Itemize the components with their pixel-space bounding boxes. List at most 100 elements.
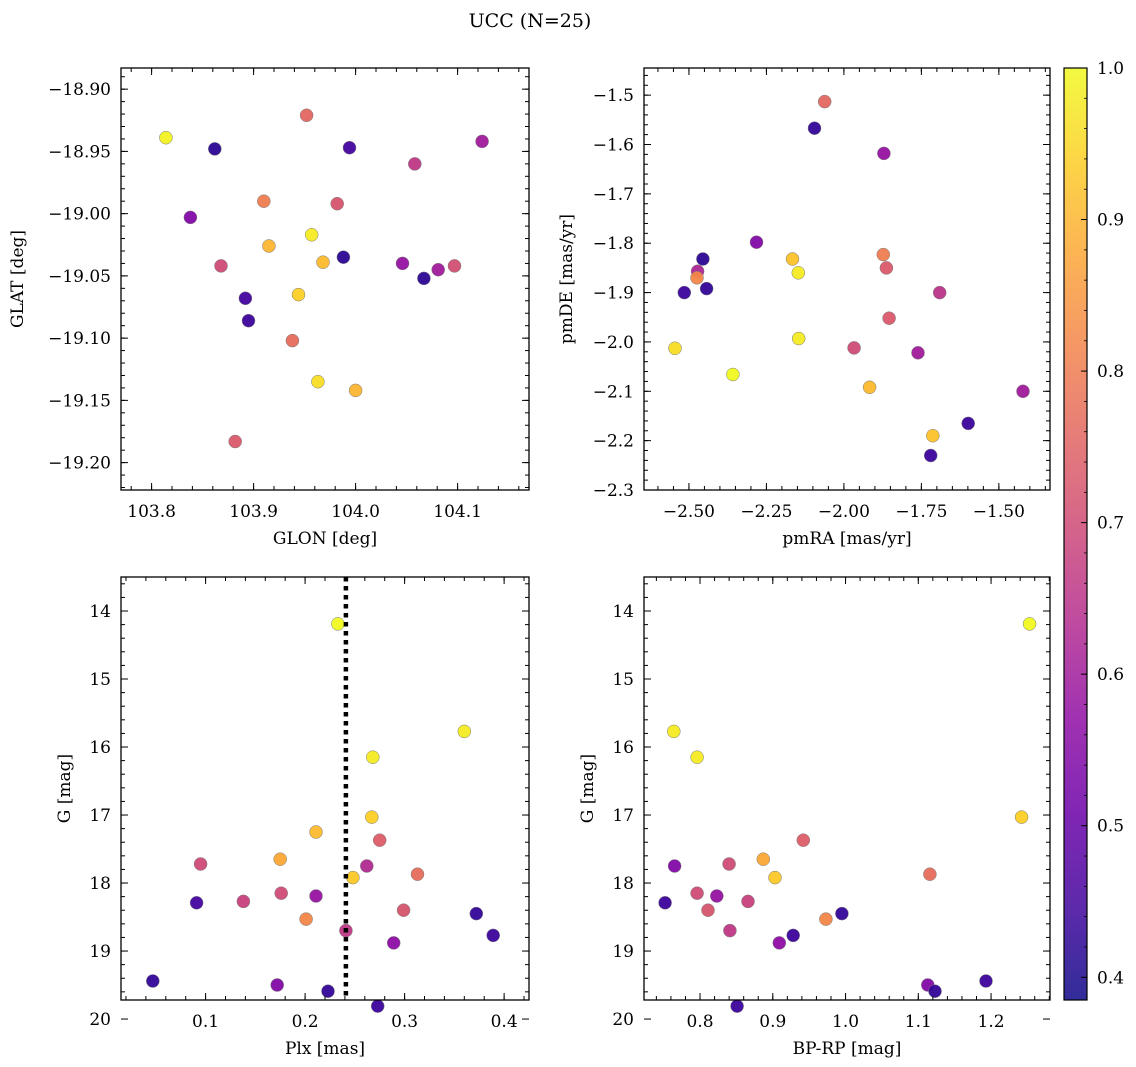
y-tick-label: 19 xyxy=(89,942,111,962)
y-tick-label: −18.90 xyxy=(48,80,111,100)
y-tick-label: 17 xyxy=(89,806,111,826)
data-point xyxy=(791,266,806,280)
x-tick-label: 0.9 xyxy=(759,1012,786,1032)
plot-frame xyxy=(120,67,530,491)
x-tick-label: 0.3 xyxy=(391,1012,418,1032)
data-point xyxy=(1022,617,1037,631)
data-point xyxy=(189,896,204,910)
y-tick-label: −19.20 xyxy=(48,454,111,474)
panels: 103.8 103.9 104.0 104.1 −18.90 −18.95 −19.00 −1… xyxy=(8,67,1051,1059)
y-tick-label: 14 xyxy=(612,602,634,622)
data-point xyxy=(316,255,330,269)
data-point xyxy=(348,383,363,398)
data-point xyxy=(475,134,489,149)
y-tick-label: −1.8 xyxy=(593,234,634,254)
colorbar-tick-label: 0.5 xyxy=(1097,817,1124,837)
data-point xyxy=(796,833,811,847)
tick-marks xyxy=(121,577,529,1020)
data-point xyxy=(768,870,782,885)
data-point xyxy=(979,974,993,988)
y-tick-label: 16 xyxy=(612,738,634,758)
panel-1: 103.8 103.9 104.0 104.1 −18.90 −18.95 −19.00 −1… xyxy=(8,67,530,549)
x-tick-label: −2.25 xyxy=(740,502,792,522)
data-point xyxy=(772,936,787,950)
data-point xyxy=(146,974,160,988)
data-point xyxy=(457,724,472,739)
colorbar-gradient xyxy=(1064,68,1087,1000)
x-tick-label: 0.2 xyxy=(292,1012,319,1032)
data-point xyxy=(193,857,208,871)
data-point xyxy=(299,912,313,926)
data-point xyxy=(722,857,736,871)
data-point xyxy=(214,259,228,273)
x-tick-label: 0.8 xyxy=(687,1012,714,1032)
data-point xyxy=(749,235,764,249)
data-point xyxy=(668,341,682,356)
points-layer xyxy=(146,617,500,1013)
y-tick-label: −19.05 xyxy=(48,267,111,287)
points-layer xyxy=(668,94,1030,463)
tick-marks xyxy=(121,68,529,490)
y-tick-label: −2.1 xyxy=(593,382,634,402)
y-tick-label: 20 xyxy=(612,1010,634,1030)
data-point xyxy=(1014,810,1029,824)
y-tick-label: −1.6 xyxy=(593,136,634,156)
x-axis-label: Plx [mas] xyxy=(285,1039,365,1059)
y-axis-label: GLAT [deg] xyxy=(8,230,28,328)
data-point xyxy=(876,247,891,262)
data-point xyxy=(366,750,380,764)
y-tick-label: 15 xyxy=(89,670,111,690)
data-point xyxy=(309,889,323,903)
y-tick-label: −1.9 xyxy=(593,284,634,304)
data-point xyxy=(786,928,800,943)
x-tick-label: 0.4 xyxy=(491,1012,518,1032)
data-point xyxy=(690,271,704,285)
data-point xyxy=(862,380,877,395)
data-point xyxy=(701,903,715,917)
data-point xyxy=(730,999,744,1013)
x-tick-label: −2.00 xyxy=(818,502,870,522)
data-point xyxy=(342,140,357,155)
colorbar-tick-label: 0.9 xyxy=(1097,211,1124,231)
data-point xyxy=(923,448,938,463)
x-tick-label: 104.0 xyxy=(331,502,380,522)
data-point xyxy=(791,331,806,346)
colorbar-tick-label: 0.8 xyxy=(1097,362,1124,382)
data-point xyxy=(395,256,410,271)
data-point xyxy=(257,194,271,208)
x-tick-label: −2.50 xyxy=(663,502,715,522)
x-tick-label: 1.0 xyxy=(832,1012,859,1032)
data-point xyxy=(262,239,276,253)
data-point xyxy=(835,906,849,921)
data-point xyxy=(330,196,344,211)
y-tick-label: −2.2 xyxy=(593,432,634,452)
x-axis-label: pmRA [mas/yr] xyxy=(782,529,911,549)
x-tick-label: −1.75 xyxy=(895,502,947,522)
data-point xyxy=(667,859,682,873)
data-point xyxy=(879,261,894,275)
x-tick-label: 103.8 xyxy=(127,502,176,522)
y-tick-label: −1.5 xyxy=(593,86,634,106)
panel-2: −2.50 −2.25 −2.00 −1.75 −1.50 −1.5 −1.6 −1.7 −1.… xyxy=(557,67,1051,549)
data-point xyxy=(309,825,323,839)
data-point xyxy=(486,928,500,943)
plot-frame xyxy=(643,576,1051,1001)
data-point xyxy=(469,906,484,921)
data-point xyxy=(336,250,351,264)
data-point xyxy=(658,896,672,910)
tick-marks xyxy=(644,68,1050,491)
figure-title: UCC (N=25) xyxy=(469,10,592,32)
data-point xyxy=(274,886,288,900)
data-point xyxy=(285,333,300,348)
x-tick-label: 1.2 xyxy=(978,1012,1005,1032)
panel-3: 0.1 0.2 0.3 0.4 14 15 16 17 18 19 20 Plx [mas] G [ma… xyxy=(55,576,530,1059)
y-tick-label: 18 xyxy=(612,874,634,894)
points-layer xyxy=(159,108,489,449)
y-axis-label: pmDE [mas/yr] xyxy=(557,214,577,344)
data-point xyxy=(431,262,445,277)
data-point xyxy=(386,936,401,950)
colorbar: 1.0 0.9 0.8 0.7 0.6 0.5 0.4 xyxy=(1063,59,1124,1001)
data-point xyxy=(410,867,425,881)
data-point xyxy=(321,984,335,998)
